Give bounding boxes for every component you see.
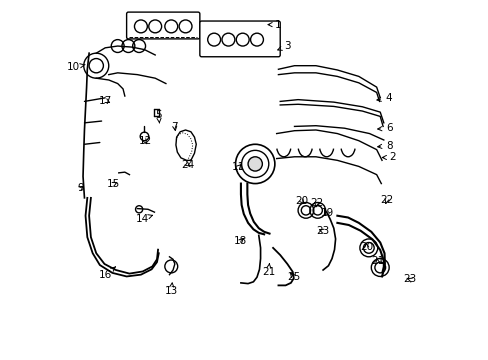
- Text: 21: 21: [261, 264, 274, 277]
- Text: 23: 23: [402, 274, 415, 284]
- FancyBboxPatch shape: [200, 21, 280, 57]
- Text: 11: 11: [231, 162, 244, 172]
- Text: 22: 22: [379, 195, 392, 205]
- Text: 1: 1: [267, 19, 281, 30]
- Text: 2: 2: [382, 153, 395, 162]
- Text: 21: 21: [370, 256, 383, 266]
- Text: 20: 20: [294, 196, 307, 206]
- Text: 10: 10: [66, 63, 85, 72]
- Text: 20: 20: [359, 242, 372, 252]
- Text: 19: 19: [320, 208, 333, 218]
- Text: 5: 5: [155, 110, 162, 123]
- Text: 7: 7: [171, 122, 178, 132]
- Text: 16: 16: [99, 267, 115, 280]
- Circle shape: [247, 157, 262, 171]
- FancyBboxPatch shape: [126, 12, 200, 39]
- Text: 6: 6: [377, 123, 392, 133]
- Text: 17: 17: [99, 96, 112, 106]
- Text: 23: 23: [316, 226, 329, 236]
- Text: 22: 22: [309, 198, 323, 207]
- Text: 14: 14: [136, 213, 152, 224]
- Text: 3: 3: [277, 41, 290, 51]
- Text: 8: 8: [377, 141, 392, 151]
- Text: 18: 18: [234, 236, 247, 246]
- Text: 24: 24: [181, 160, 194, 170]
- Text: 25: 25: [286, 272, 300, 282]
- Text: 15: 15: [106, 179, 120, 189]
- Text: 9: 9: [78, 183, 84, 193]
- Text: 13: 13: [164, 283, 178, 296]
- Text: 12: 12: [138, 136, 151, 147]
- Text: 4: 4: [376, 93, 392, 103]
